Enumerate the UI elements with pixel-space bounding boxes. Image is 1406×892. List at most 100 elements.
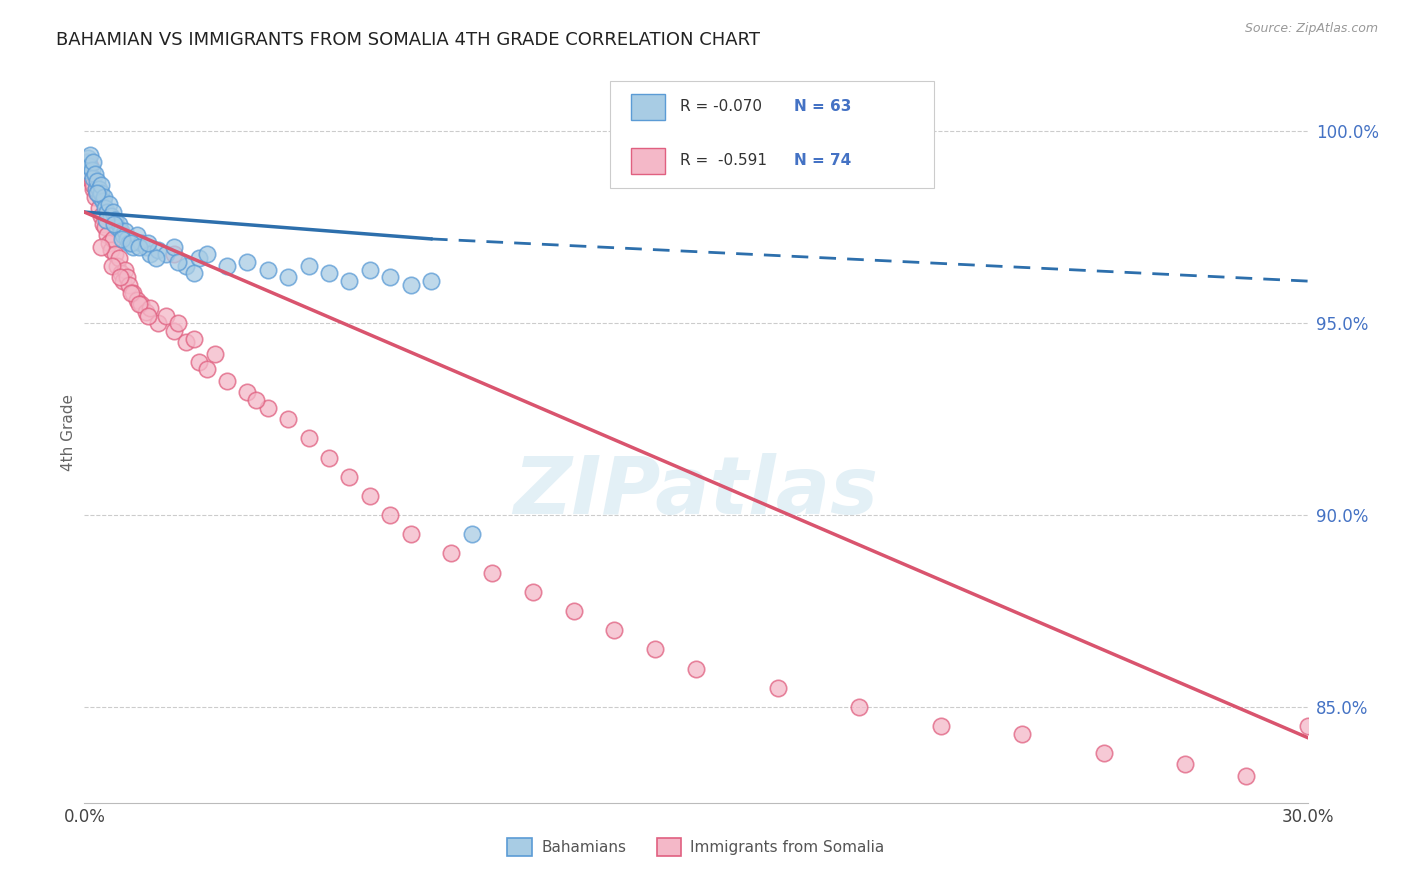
Point <box>1236 769 1258 783</box>
Point <box>1174 757 1197 772</box>
Point <box>131 297 153 311</box>
Point <box>257 262 280 277</box>
Point <box>120 285 142 300</box>
Point <box>339 274 361 288</box>
Point <box>103 217 125 231</box>
Point <box>183 332 205 346</box>
Point <box>110 224 132 238</box>
Point <box>100 209 122 223</box>
Point <box>82 155 104 169</box>
Point <box>75 155 97 169</box>
Point <box>105 220 128 235</box>
Point <box>187 354 209 368</box>
Text: Source: ZipAtlas.com: Source: ZipAtlas.com <box>1244 22 1378 36</box>
Point <box>522 584 544 599</box>
Point <box>163 239 186 253</box>
Point <box>339 469 361 483</box>
Point <box>122 285 145 300</box>
Point <box>82 178 104 193</box>
Text: R =  -0.591: R = -0.591 <box>681 153 768 169</box>
Point <box>87 201 110 215</box>
Point <box>174 259 197 273</box>
Text: BAHAMIAN VS IMMIGRANTS FROM SOMALIA 4TH GRADE CORRELATION CHART: BAHAMIAN VS IMMIGRANTS FROM SOMALIA 4TH … <box>56 31 761 49</box>
Point <box>399 277 422 292</box>
Point <box>440 546 463 560</box>
Point <box>76 162 98 177</box>
Point <box>90 178 112 193</box>
Point <box>298 259 321 273</box>
Point <box>118 235 141 250</box>
Legend: Bahamians, Immigrants from Somalia: Bahamians, Immigrants from Somalia <box>502 832 890 862</box>
Point <box>644 642 666 657</box>
Point <box>359 489 381 503</box>
Point <box>359 262 381 277</box>
Point <box>380 508 402 522</box>
Point <box>399 527 422 541</box>
Point <box>138 301 160 315</box>
Point <box>138 247 160 261</box>
Point <box>91 217 114 231</box>
Point <box>82 170 104 185</box>
Point <box>298 431 321 445</box>
Point <box>110 270 132 285</box>
Point <box>86 186 108 200</box>
Point <box>87 182 110 196</box>
Point <box>461 527 484 541</box>
Point <box>112 228 135 243</box>
Point <box>131 235 153 250</box>
Point <box>104 212 127 227</box>
Point <box>136 235 159 250</box>
Point <box>94 212 117 227</box>
Point <box>114 262 136 277</box>
Point <box>685 661 707 675</box>
Point <box>120 235 142 250</box>
Point <box>83 190 105 204</box>
Point <box>380 270 402 285</box>
Point <box>97 235 120 250</box>
Point <box>91 194 114 208</box>
Point <box>155 247 177 261</box>
Point <box>277 270 299 285</box>
Point <box>83 167 105 181</box>
Point <box>118 277 141 292</box>
Point <box>135 305 157 319</box>
Point <box>115 270 138 285</box>
Point <box>127 293 149 308</box>
FancyBboxPatch shape <box>631 147 665 174</box>
Point <box>90 209 112 223</box>
Point <box>75 162 97 177</box>
Point <box>163 324 186 338</box>
Point <box>108 251 131 265</box>
Point <box>128 297 150 311</box>
Point <box>318 450 340 465</box>
Point <box>104 247 127 261</box>
Point <box>136 309 159 323</box>
Point <box>79 159 101 173</box>
Point <box>96 228 118 243</box>
Point <box>82 182 104 196</box>
Point <box>318 267 340 281</box>
Point <box>111 232 134 246</box>
Point <box>1092 746 1115 760</box>
Point <box>257 401 280 415</box>
Point <box>93 190 115 204</box>
Point <box>77 167 100 181</box>
Point <box>420 274 443 288</box>
Point <box>101 259 124 273</box>
Point <box>93 201 115 215</box>
Point <box>603 623 626 637</box>
Point <box>174 335 197 350</box>
Point <box>86 174 108 188</box>
Point <box>127 228 149 243</box>
Point <box>84 182 107 196</box>
Point <box>97 197 120 211</box>
Point <box>115 232 138 246</box>
Point <box>204 347 226 361</box>
Y-axis label: 4th Grade: 4th Grade <box>60 394 76 471</box>
Point <box>128 239 150 253</box>
Point <box>89 190 111 204</box>
Point <box>77 159 100 173</box>
Point <box>105 259 128 273</box>
Point <box>110 267 132 281</box>
Point <box>167 255 190 269</box>
